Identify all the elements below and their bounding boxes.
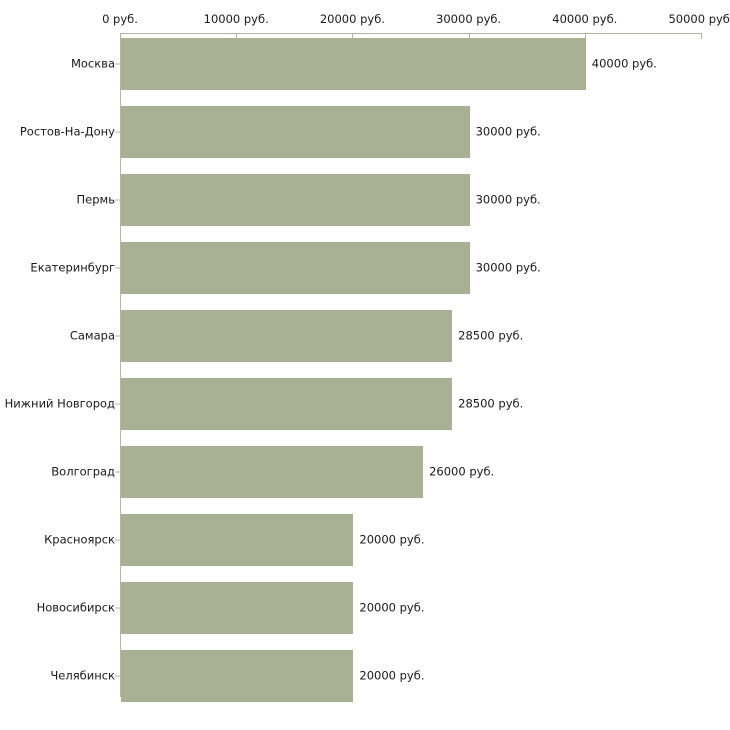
bar-row[interactable]: Новосибирск 20000 руб.	[0, 582, 730, 634]
category-axis-tick	[115, 131, 120, 133]
bar[interactable]	[121, 106, 470, 158]
bar-row[interactable]: Красноярск 20000 руб.	[0, 514, 730, 566]
value-axis-tick	[584, 33, 586, 39]
value-axis-tick-label: 20000 руб.	[319, 12, 385, 26]
value-axis-tick	[468, 33, 470, 39]
bar-value-label: 20000 руб.	[359, 532, 425, 547]
bar-value-label: 28500 руб.	[458, 328, 524, 343]
category-axis-tick	[115, 539, 120, 541]
category-label: Екатеринбург	[30, 260, 115, 275]
category-axis-tick	[115, 63, 120, 65]
category-label: Новосибирск	[36, 600, 115, 615]
bar[interactable]	[121, 446, 424, 498]
value-axis-tick	[701, 33, 702, 39]
bar[interactable]	[121, 310, 453, 362]
category-axis-tick	[115, 607, 120, 609]
category-axis-line	[120, 34, 121, 697]
bar-value-label: 30000 руб.	[475, 260, 541, 275]
bar[interactable]	[121, 650, 354, 702]
category-label: Москва	[70, 56, 115, 71]
category-label: Волгоград	[51, 464, 115, 479]
bar[interactable]	[121, 514, 354, 566]
category-axis-tick	[115, 471, 120, 473]
bar-row[interactable]: Москва 40000 руб.	[0, 38, 730, 90]
value-axis-tick-label: 0 руб.	[102, 12, 138, 26]
category-axis-tick	[115, 267, 120, 269]
category-label: Ростов-На-Дону	[19, 124, 115, 139]
category-axis-tick	[115, 199, 120, 201]
value-axis-tick	[236, 33, 238, 39]
value-axis-tick-label: 30000 руб.	[436, 12, 502, 26]
bar-row[interactable]: Челябинск 20000 руб.	[0, 650, 730, 702]
bar[interactable]	[121, 38, 586, 90]
bar-value-label: 40000 руб.	[591, 56, 657, 71]
category-label: Пермь	[76, 192, 115, 207]
category-axis-tick	[115, 675, 120, 677]
bar-value-label: 20000 руб.	[359, 668, 425, 683]
category-label: Самара	[69, 328, 115, 343]
value-axis-line	[120, 33, 701, 34]
bar[interactable]	[121, 242, 470, 294]
category-label: Красноярск	[44, 532, 115, 547]
bar-value-label: 30000 руб.	[475, 124, 541, 139]
bar[interactable]	[121, 582, 354, 634]
bar-value-label: 28500 руб.	[458, 396, 524, 411]
bar-row[interactable]: Самара 28500 руб.	[0, 310, 730, 362]
bar-value-label: 30000 руб.	[475, 192, 541, 207]
bar-row[interactable]: Ростов-На-Дону 30000 руб.	[0, 106, 730, 158]
bar-row[interactable]: Пермь 30000 руб.	[0, 174, 730, 226]
value-axis-tick	[352, 33, 354, 39]
value-axis-tick-label: 10000 руб.	[203, 12, 269, 26]
bar-row[interactable]: Нижний Новгород 28500 руб.	[0, 378, 730, 430]
bar-value-label: 26000 руб.	[429, 464, 495, 479]
category-axis-tick	[115, 403, 120, 405]
bar[interactable]	[121, 174, 470, 226]
bar-row[interactable]: Волгоград 26000 руб.	[0, 446, 730, 498]
bar-value-label: 20000 руб.	[359, 600, 425, 615]
bar[interactable]	[121, 378, 453, 430]
category-axis-tick	[115, 335, 120, 337]
category-label: Нижний Новгород	[4, 396, 115, 411]
category-label: Челябинск	[50, 668, 115, 683]
bar-row[interactable]: Екатеринбург 30000 руб.	[0, 242, 730, 294]
value-axis-tick-label: 40000 руб.	[552, 12, 618, 26]
value-axis-tick-label: 50000 руб.	[668, 12, 730, 26]
